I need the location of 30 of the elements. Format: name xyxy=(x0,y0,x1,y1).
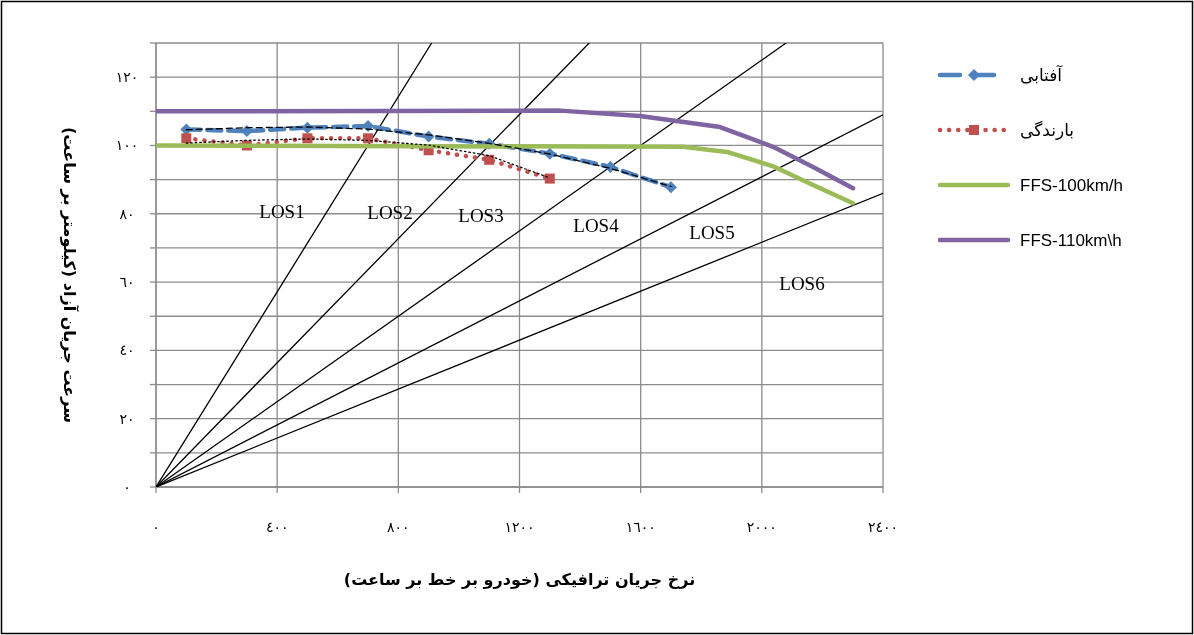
legend-label: FFS-110km\h xyxy=(1020,231,1122,250)
x-tick-label: ٤٠٠ xyxy=(265,519,289,535)
legend-label: آفتابی xyxy=(1020,64,1064,85)
x-tick-label: ١٢٠٠ xyxy=(504,519,535,535)
x-tick-label: ٢٤٠٠ xyxy=(867,519,899,535)
legend-label: FFS-100km/h xyxy=(1020,176,1123,195)
legend-item: بارندگی xyxy=(937,120,1075,140)
x-tick-label: ١٦٠٠ xyxy=(625,519,656,535)
x-tick-label: ٨٠٠ xyxy=(387,519,410,535)
y-tick-label: ٠ xyxy=(123,479,131,495)
legend-item: FFS-110km\h xyxy=(937,231,1122,250)
annotation: LOS4 xyxy=(573,215,620,236)
y-tick-label: ٢٠ xyxy=(119,410,135,427)
legend-label: بارندگی xyxy=(1020,120,1075,140)
y-tick-label: ١٢٠ xyxy=(115,69,139,86)
legend-item: آفتابی xyxy=(937,65,1063,85)
y-tick-label: ٤٠ xyxy=(119,342,135,359)
x-tick-label: ٢٠٠٠ xyxy=(746,519,777,535)
legend-item: FFS-100km/h xyxy=(937,176,1123,195)
annotation: LOS6 xyxy=(779,273,825,294)
y-axis-title: سرعت جریان آزاد (کیلومتر بر ساعت) xyxy=(60,127,80,423)
y-tick-label: ٨٠ xyxy=(119,205,135,222)
annotation: LOS2 xyxy=(367,202,413,223)
annotation: LOS3 xyxy=(458,205,504,226)
y-tick-label: ٦٠ xyxy=(119,274,135,291)
x-axis-title: نرخ جریان ترافیکی (خودرو بر خط بر ساعت) xyxy=(343,570,696,589)
annotation: LOS1 xyxy=(259,201,305,222)
y-tick-label: ١٠٠ xyxy=(115,137,139,154)
annotation: LOS5 xyxy=(689,222,735,243)
x-tick-label: ٠ xyxy=(152,519,160,535)
